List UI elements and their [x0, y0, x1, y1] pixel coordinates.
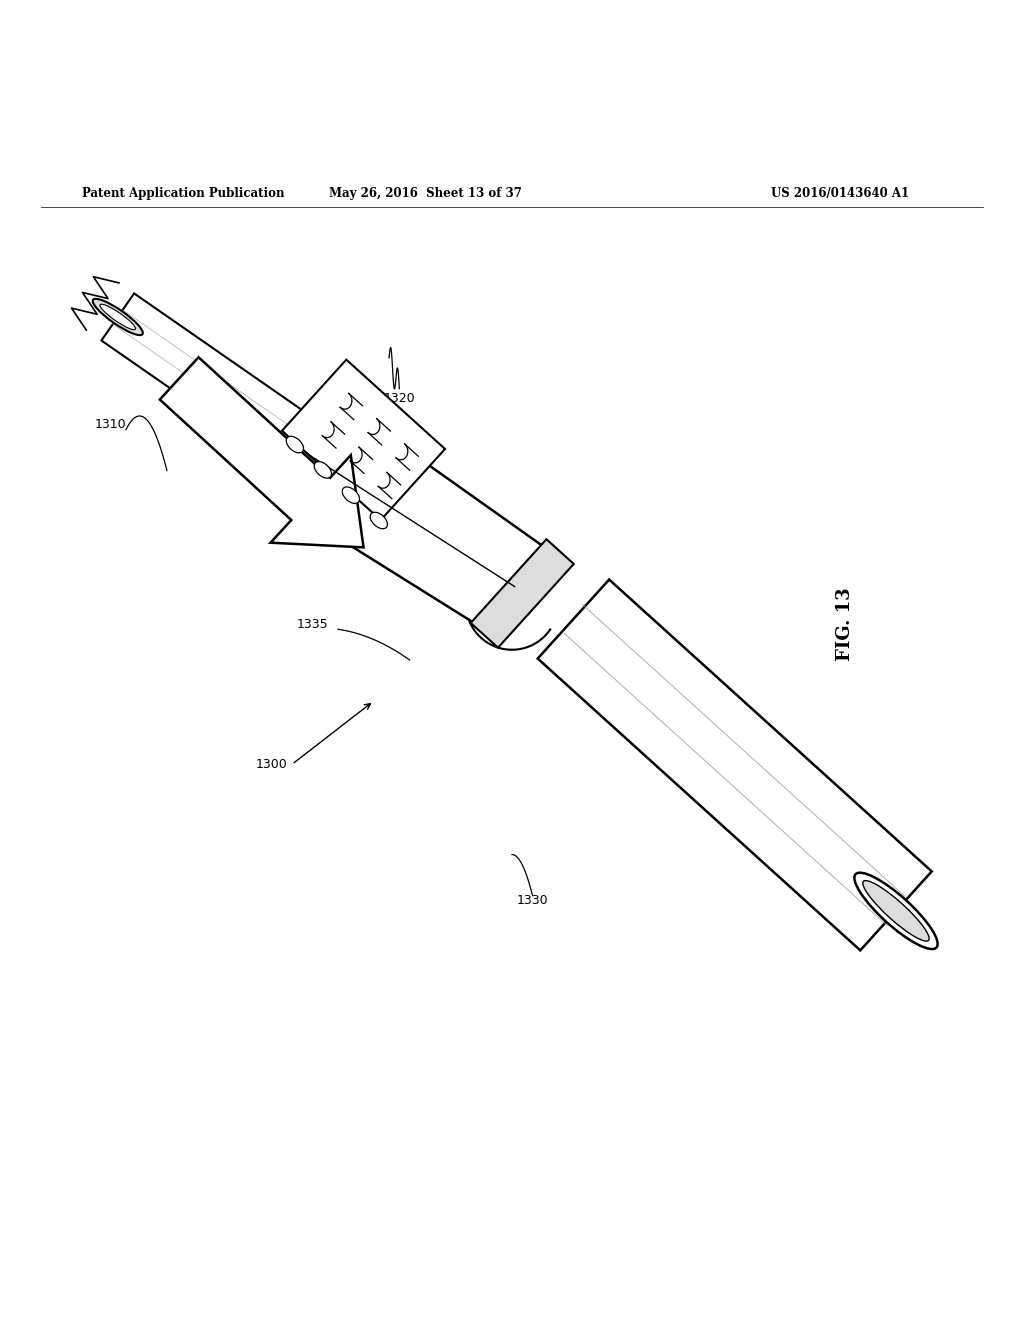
Text: FIG. 13: FIG. 13	[836, 587, 854, 661]
Text: 1300: 1300	[255, 758, 288, 771]
Ellipse shape	[370, 512, 387, 529]
Polygon shape	[160, 358, 364, 548]
Ellipse shape	[100, 304, 135, 330]
Ellipse shape	[854, 873, 938, 949]
Polygon shape	[259, 391, 550, 635]
Ellipse shape	[314, 462, 332, 478]
Text: 1320: 1320	[384, 392, 415, 405]
Polygon shape	[471, 539, 573, 648]
Text: 1330: 1330	[517, 894, 548, 907]
Polygon shape	[282, 359, 445, 520]
Ellipse shape	[863, 880, 929, 941]
Text: May 26, 2016  Sheet 13 of 37: May 26, 2016 Sheet 13 of 37	[329, 186, 521, 199]
Ellipse shape	[287, 437, 303, 453]
Polygon shape	[101, 293, 318, 469]
Ellipse shape	[93, 298, 142, 335]
Ellipse shape	[342, 487, 359, 503]
Text: 1310: 1310	[95, 418, 126, 430]
Polygon shape	[538, 579, 932, 950]
Text: 1335: 1335	[297, 618, 328, 631]
Text: US 2016/0143640 A1: US 2016/0143640 A1	[771, 186, 908, 199]
Text: Patent Application Publication: Patent Application Publication	[82, 186, 285, 199]
